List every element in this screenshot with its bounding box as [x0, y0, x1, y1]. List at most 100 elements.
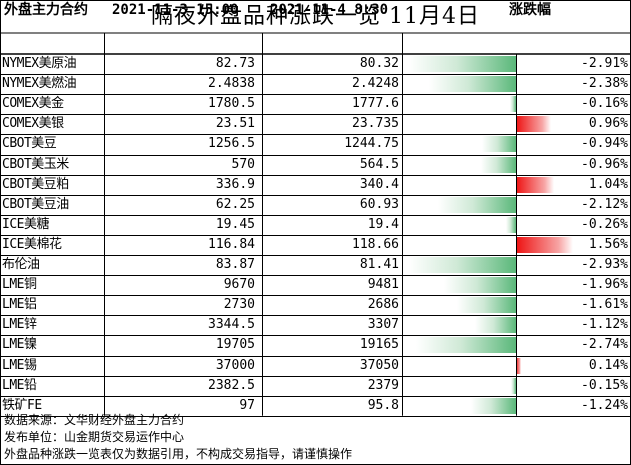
footer-publisher: 发布单位：山金期货交易运作中心	[4, 430, 185, 444]
change-bar	[516, 357, 522, 374]
change-percent: 1.56%	[588, 236, 628, 252]
change-percent: -1.96%	[581, 277, 628, 293]
change-bar	[510, 377, 516, 394]
price-after: 564.5	[359, 156, 399, 172]
price-before: 3344.5	[208, 317, 255, 333]
price-after: 2379	[367, 377, 399, 393]
contract-name: CBOT美玉米	[2, 156, 69, 172]
contract-name: CBOT美豆	[2, 136, 57, 152]
change-percent: -1.61%	[581, 297, 628, 313]
change-percent: 0.14%	[588, 357, 628, 373]
price-before: 37000	[215, 357, 255, 373]
price-after: 9481	[367, 277, 399, 293]
price-after: 81.41	[359, 257, 399, 272]
footer-source: 数据来源：文华财经外盘主力合约	[4, 413, 185, 427]
change-percent: -2.93%	[581, 257, 628, 272]
change-bar	[409, 56, 516, 72]
contract-name: ICE美棉花	[2, 236, 62, 252]
change-bar	[474, 317, 516, 334]
header-date-1: 2021-11-3 15:00	[112, 2, 239, 18]
change-bar	[408, 257, 516, 273]
change-percent: -2.74%	[581, 337, 628, 353]
price-before: 62.25	[215, 196, 255, 212]
price-after: 3307	[367, 317, 399, 333]
contract-name: LME镍	[2, 337, 37, 353]
change-bar	[456, 297, 516, 314]
price-before: 83.87	[215, 257, 255, 272]
price-before: 2382.5	[208, 377, 255, 393]
change-bar	[428, 76, 516, 93]
price-after: 60.93	[359, 196, 399, 212]
change-percent: -0.26%	[581, 216, 628, 232]
price-before: 1780.5	[208, 96, 255, 112]
change-percent: -2.91%	[581, 56, 628, 71]
table-title: 隔夜外盘品种涨跌一览 11月4日	[151, 4, 480, 29]
change-bar	[516, 116, 552, 133]
price-before: 336.9	[215, 176, 255, 192]
header-date-2: 2021-11-4 8:30	[270, 2, 389, 18]
contract-name: LME铝	[2, 297, 37, 313]
contract-name: LME铅	[2, 377, 37, 393]
contract-name: CBOT美豆油	[2, 196, 69, 212]
footer-disclaimer: 外盘品种涨跌一览表仅为数据引用，不构成交易指导，请谨慎操作	[4, 447, 353, 461]
contract-name: COMEX美金	[2, 96, 64, 112]
price-after: 19.4	[367, 216, 399, 232]
change-percent: -0.96%	[581, 156, 628, 172]
price-after: 118.66	[352, 236, 399, 252]
change-bar	[480, 156, 516, 173]
contract-name: LME铜	[2, 277, 37, 293]
change-bar	[516, 176, 555, 193]
contract-name: 铁矿FE	[2, 397, 42, 413]
contract-name: COMEX美银	[2, 116, 64, 132]
price-after: 23.735	[352, 116, 399, 132]
price-after: 340.4	[359, 176, 399, 192]
change-bar	[510, 96, 516, 113]
change-percent: -1.24%	[581, 397, 628, 413]
price-before: 1256.5	[208, 136, 255, 152]
header-contract: 外盘主力合约	[4, 2, 88, 18]
price-before: 116.84	[208, 236, 255, 252]
contract-name: 布伦油	[2, 257, 40, 272]
change-bar	[470, 397, 516, 414]
change-percent: -1.12%	[581, 317, 628, 333]
price-before: 23.51	[215, 116, 255, 132]
change-percent: -2.12%	[581, 196, 628, 212]
change-bar	[516, 236, 574, 253]
contract-name: NYMEX美原油	[2, 56, 77, 71]
change-percent: 0.96%	[588, 116, 628, 132]
price-after: 19165	[359, 337, 399, 353]
price-before: 2.4838	[208, 76, 255, 92]
change-bar	[415, 337, 516, 354]
price-before: 19.45	[215, 216, 255, 232]
change-percent: -0.94%	[581, 136, 628, 152]
change-bar	[481, 136, 516, 153]
price-after: 80.32	[359, 56, 399, 71]
price-before: 19705	[215, 337, 255, 353]
contract-name: LME锡	[2, 357, 37, 373]
price-after: 1244.75	[344, 136, 399, 152]
header-change: 涨跌幅	[509, 2, 551, 18]
price-before: 82.73	[215, 56, 255, 71]
contract-name: CBOT美豆粕	[2, 176, 69, 192]
price-after: 95.8	[367, 397, 399, 413]
price-before: 9670	[223, 277, 255, 293]
price-after: 37050	[359, 357, 399, 373]
price-before: 570	[231, 156, 255, 172]
change-bar	[438, 196, 516, 213]
contract-name: ICE美糖	[2, 216, 49, 232]
change-percent: 1.04%	[588, 176, 628, 192]
contract-name: LME锌	[2, 317, 37, 333]
contract-name: NYMEX美燃油	[2, 76, 77, 92]
price-after: 2.4248	[352, 76, 399, 92]
price-after: 2686	[367, 297, 399, 313]
change-percent: -2.38%	[581, 76, 628, 92]
price-after: 1777.6	[352, 96, 399, 112]
price-before: 2730	[223, 297, 255, 313]
change-percent: -0.15%	[581, 377, 628, 393]
change-bar	[506, 216, 516, 233]
price-before: 97	[239, 397, 255, 413]
change-bar	[444, 277, 516, 294]
change-percent: -0.16%	[581, 96, 628, 112]
